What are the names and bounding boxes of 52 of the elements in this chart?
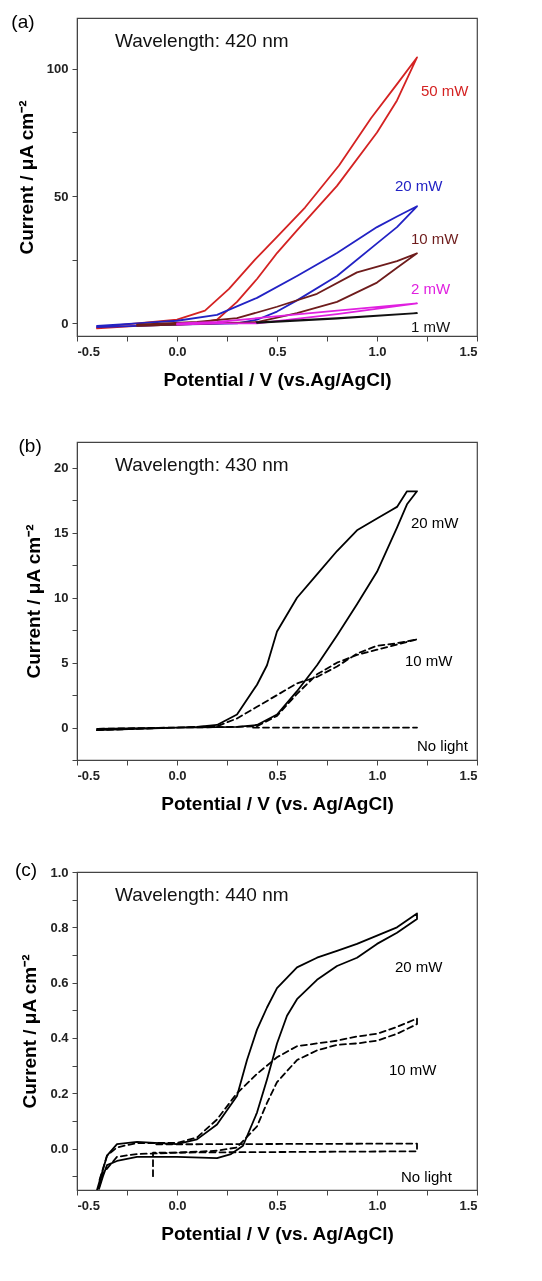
x-axis-title: Potential / V (vs. Ag/AgCl): [161, 1222, 394, 1244]
series-label: 2 mW: [411, 280, 451, 298]
y-tick-label: 0.6: [50, 975, 69, 991]
annotation: Wavelength: 440 nm: [115, 884, 289, 905]
chart-title: (b): [18, 435, 42, 456]
y-tick-label: 1.0: [50, 864, 69, 880]
y-tick-label: 100: [46, 61, 69, 77]
series-label: No light: [417, 736, 469, 754]
y-tick-label: 10: [54, 590, 69, 606]
x-tick-label: 1.0: [368, 767, 387, 783]
y-tick-label: 0: [61, 315, 69, 331]
y-axis-title: Current / μA cm⁻²: [23, 524, 45, 679]
x-tick-label: -0.5: [77, 767, 100, 783]
annotation: Wavelength: 430 nm: [115, 454, 289, 475]
y-axis-title: Current / μA cm⁻²: [19, 954, 41, 1109]
x-tick-label: 0.5: [268, 1197, 287, 1213]
y-tick-label: 15: [54, 525, 69, 541]
series-label: 20 mW: [395, 177, 444, 195]
x-axis-title: Potential / V (vs.Ag/AgCl): [163, 368, 392, 390]
series-label: 20 mW: [411, 514, 460, 532]
y-tick-label: 0.8: [50, 919, 69, 935]
x-tick-label: 0.0: [168, 767, 187, 783]
y-tick-label: 0.0: [50, 1141, 69, 1157]
y-tick-label: 0.2: [50, 1085, 69, 1101]
x-tick-label: 1.0: [368, 343, 387, 359]
series-label: 10 mW: [405, 652, 454, 670]
y-tick-label: 0: [61, 720, 69, 736]
series-label: 10 mW: [389, 1061, 438, 1079]
series-label: 20 mW: [395, 958, 444, 976]
x-tick-label: 1.5: [459, 767, 478, 783]
chart-title: (c): [14, 859, 38, 880]
y-tick-label: 50: [54, 188, 69, 204]
x-tick-label: 0.5: [268, 343, 287, 359]
y-tick-label: 0.4: [50, 1030, 70, 1046]
series-label: 50 mW: [421, 82, 470, 100]
x-tick-label: 0.5: [268, 767, 287, 783]
x-tick-label: 1.0: [368, 1197, 387, 1213]
x-tick-label: -0.5: [77, 1197, 100, 1213]
y-axis-title: Current / μA cm⁻²: [15, 100, 37, 255]
annotation: Wavelength: 420 nm: [115, 30, 289, 51]
x-tick-label: 1.5: [459, 1197, 478, 1213]
y-tick-label: 5: [61, 655, 69, 671]
series-label: No light: [401, 1168, 453, 1186]
x-tick-label: -0.5: [77, 343, 100, 359]
x-tick-label: 0.0: [168, 1197, 187, 1213]
x-tick-label: 0.0: [168, 343, 187, 359]
x-axis-title: Potential / V (vs. Ag/AgCl): [161, 792, 394, 814]
series-label: 10 mW: [411, 230, 460, 248]
chart-title: (a): [11, 11, 35, 32]
series-label: 1 mW: [411, 318, 451, 336]
y-tick-label: 20: [54, 460, 69, 476]
x-tick-label: 1.5: [459, 343, 478, 359]
